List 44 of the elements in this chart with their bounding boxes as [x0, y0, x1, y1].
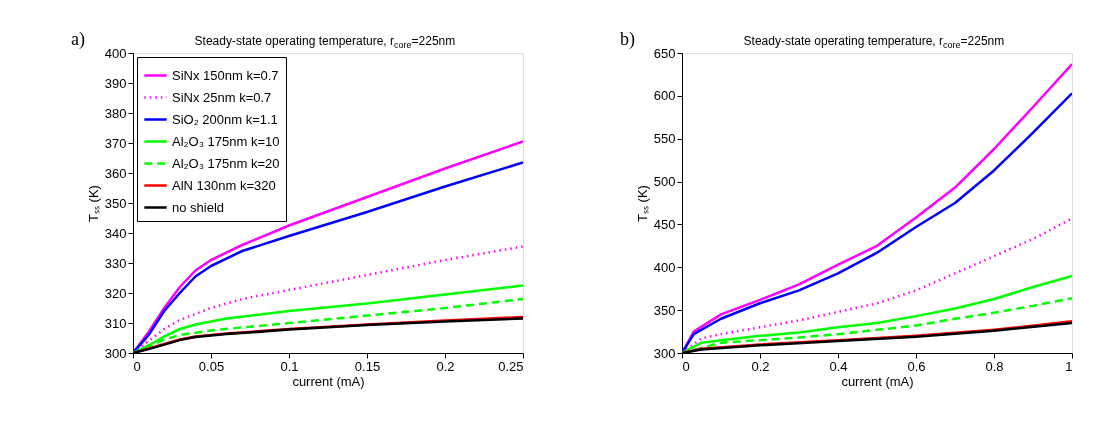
legend-label: SiNx 150nm k=0.7: [172, 67, 279, 83]
x-tick-label: 0: [133, 358, 141, 374]
y-tick-label: 330: [104, 255, 127, 271]
x-tick-label: 0.1: [280, 358, 299, 374]
x-tick-label: 0.25: [498, 358, 524, 374]
y-tick-label: 400: [104, 45, 127, 61]
legend-label: SiNx 25nm k=0.7: [172, 89, 272, 105]
y-tick-label: 300: [653, 345, 676, 361]
x-tick-label: 0.2: [751, 358, 770, 374]
y-tick-label: 500: [653, 174, 676, 190]
text: b): [620, 29, 635, 50]
legend-label: Al₂O₃ 175nm k=10: [172, 133, 280, 149]
y-tick-label: 300: [104, 345, 127, 361]
y-tick-label: 340: [104, 225, 127, 241]
y-tick-label: 350: [104, 195, 127, 211]
y-tick-label: 320: [104, 285, 127, 301]
y-tick-label: 450: [653, 216, 676, 232]
x-axis-title: current (mA): [841, 373, 914, 389]
x-tick-label: 1: [1065, 358, 1073, 374]
x-tick-label: 0.05: [198, 358, 225, 374]
legend-label: SiO₂ 200nm k=1.1: [172, 111, 278, 127]
y-tick-label: 310: [104, 315, 127, 331]
x-tick-label: 0.6: [907, 358, 926, 374]
legend-label: no shield: [172, 199, 225, 215]
y-tick-label: 350: [653, 302, 676, 318]
text: a): [71, 29, 85, 50]
y-tick-label: 370: [104, 135, 127, 151]
x-tick-label: 0.2: [436, 358, 455, 374]
x-tick-label: 0: [682, 358, 690, 374]
x-axis-title: current (mA): [292, 373, 365, 389]
y-tick-label: 650: [653, 45, 676, 61]
legend-label: Al₂O₃ 175nm k=20: [172, 155, 280, 171]
x-tick-label: 0.15: [354, 358, 381, 374]
y-axis-title: Tₛₛ (K): [634, 185, 650, 222]
legend-label: AlN 130nm k=320: [172, 177, 276, 193]
x-tick-label: 0.4: [829, 358, 848, 374]
y-tick-label: 360: [104, 165, 127, 181]
y-tick-label: 550: [653, 131, 676, 147]
y-tick-label: 600: [653, 88, 676, 104]
x-tick-label: 0.8: [985, 358, 1004, 374]
y-axis-title: Tₛₛ (K): [85, 185, 101, 222]
y-tick-label: 380: [104, 105, 127, 121]
y-tick-label: 400: [653, 259, 676, 275]
y-tick-label: 390: [104, 75, 127, 91]
